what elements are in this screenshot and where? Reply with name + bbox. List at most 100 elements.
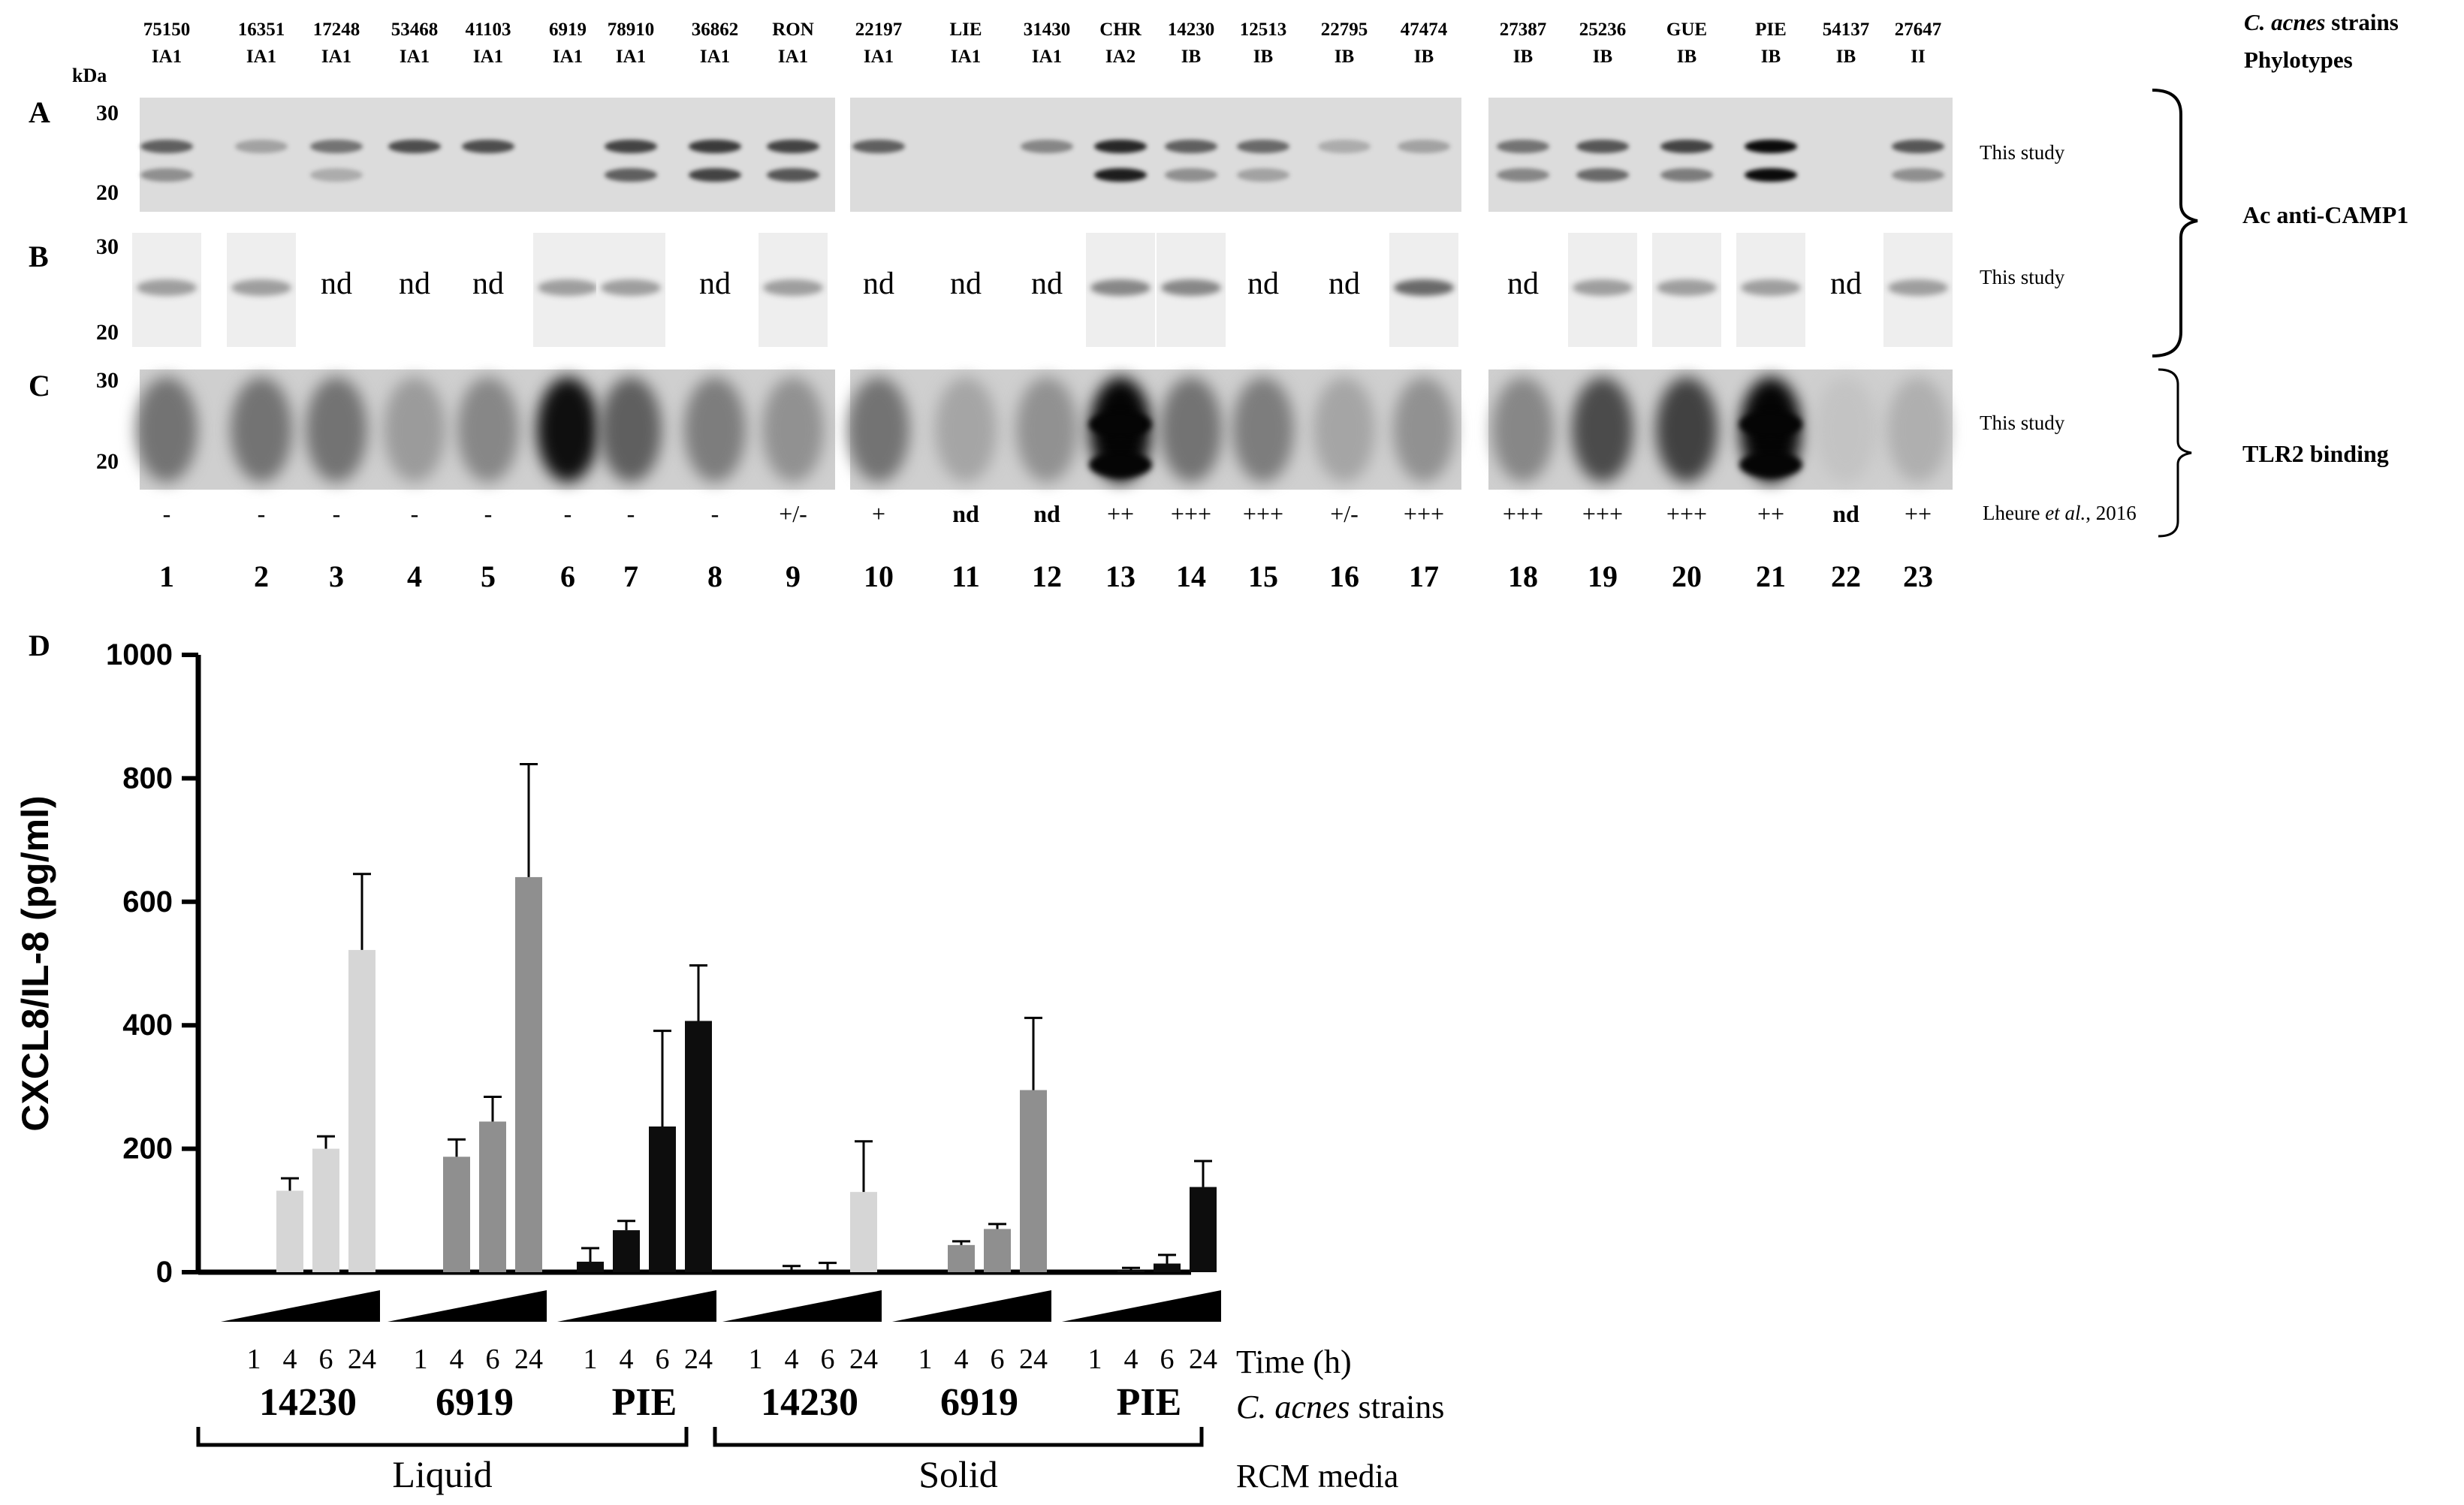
tlr2-score: nd [1033, 500, 1060, 527]
protein-band [689, 168, 741, 182]
bar [515, 876, 542, 1272]
protein-band [1161, 279, 1221, 296]
tlr2-score: +++ [1403, 500, 1445, 527]
bar [348, 949, 375, 1272]
protein-band [310, 168, 363, 182]
time-tick-label: 6 [1160, 1344, 1175, 1375]
tlr2-score: +/- [1330, 500, 1359, 527]
blot-segment [140, 98, 835, 212]
tlr2-score: +++ [1170, 500, 1212, 527]
lane-number: 19 [1588, 559, 1618, 593]
protein-band [457, 377, 519, 482]
strain-label: 14230 [1167, 20, 1215, 40]
tlr2-score: +/- [779, 500, 807, 527]
phylotypes-header: Phylotypes [2244, 47, 2353, 73]
phylotype-label: IB [1334, 47, 1355, 67]
phylotype-label: IB [1760, 47, 1781, 67]
strain-label: 16351 [237, 20, 285, 40]
citation: Lheure et al., 2016 [1983, 502, 2137, 524]
blot-strip [1736, 233, 1805, 347]
protein-band [689, 140, 741, 153]
protein-band [1313, 377, 1375, 482]
strain-label: 27647 [1894, 20, 1942, 40]
tlr2-score: - [162, 500, 171, 527]
protein-band [384, 377, 445, 482]
blot-strip [132, 233, 201, 347]
phylotype-label: IB [1592, 47, 1613, 67]
blot-strip [227, 233, 296, 347]
lane-number: 18 [1508, 559, 1538, 593]
time-tick-label: 24 [1189, 1344, 1217, 1375]
mw-30-b: 30 [96, 234, 119, 259]
panel-b-nd: nd [1031, 267, 1063, 301]
phylotype-label: IA1 [615, 47, 647, 67]
strains-header: C. acnes strains [2244, 9, 2399, 35]
media-axis-label: RCM media [1236, 1458, 1398, 1494]
blot-strip [1568, 233, 1637, 347]
lane-number: 2 [254, 559, 269, 593]
blot-strip [1389, 233, 1458, 347]
strain-label: GUE [1666, 20, 1708, 40]
strain-label: 22197 [855, 20, 903, 40]
strain-label: 31430 [1023, 20, 1071, 40]
time-wedge [557, 1290, 716, 1322]
protein-band [462, 140, 514, 153]
protein-band [1888, 279, 1948, 296]
bar [312, 1148, 339, 1272]
time-wedge [221, 1290, 380, 1322]
protein-band [852, 140, 905, 153]
strain-label: 75150 [143, 20, 191, 40]
time-tick-label: 24 [684, 1344, 713, 1375]
phylotype-label: IA1 [1031, 47, 1063, 67]
y-tick-label: 1000 [106, 638, 173, 671]
protein-band [140, 140, 193, 153]
protein-band [605, 168, 657, 182]
blot-strip [596, 233, 665, 347]
tlr2-score: - [563, 500, 572, 527]
medium-bracket [713, 1427, 1204, 1447]
time-tick-label: 1 [749, 1344, 763, 1375]
protein-band [1237, 168, 1289, 182]
phylotype-label: IA1 [246, 47, 277, 67]
lane-number: 9 [786, 559, 801, 593]
time-tick-label: 24 [849, 1344, 878, 1375]
strain-label: 12513 [1239, 20, 1287, 40]
time-wedge [1062, 1290, 1221, 1322]
tlr2-score: ++ [1106, 500, 1135, 527]
protein-band [605, 140, 657, 153]
phylotype-label: IB [1676, 47, 1697, 67]
bar [1154, 1263, 1181, 1272]
group-strain-label: 14230 [761, 1381, 858, 1424]
lane-number: 12 [1032, 559, 1062, 593]
tlr2-bracket [2158, 368, 2192, 538]
strain-label: RON [772, 20, 814, 40]
time-tick-label: 24 [1019, 1344, 1048, 1375]
lane-number: 6 [560, 559, 575, 593]
protein-band [1497, 168, 1549, 182]
bar [613, 1230, 640, 1272]
strain-label: PIE [1755, 20, 1787, 40]
phylotype-label: IB [1181, 47, 1202, 67]
group-strain-label: 6919 [436, 1381, 514, 1424]
phylotype-label: IA1 [151, 47, 182, 67]
protein-band [137, 279, 197, 296]
time-tick-label: 4 [283, 1344, 297, 1375]
phylotype-label: IA1 [950, 47, 982, 67]
mw-20-a: 20 [96, 180, 119, 205]
tlr2-score: - [710, 500, 719, 527]
time-tick-label: 1 [584, 1344, 598, 1375]
blot-strip [1086, 233, 1155, 347]
panel-b-nd: nd [321, 267, 352, 301]
phylotype-label: IA1 [399, 47, 430, 67]
bar [948, 1244, 975, 1272]
tlr2-label: TLR2 binding [2242, 440, 2389, 467]
time-tick-label: 4 [1124, 1344, 1139, 1375]
y-tick-label: 200 [122, 1133, 173, 1166]
lane-number: 3 [329, 559, 344, 593]
y-tick-label: 400 [122, 1009, 173, 1042]
camp1-label: Ac anti-CAMP1 [2242, 201, 2409, 228]
kda-label: kDa [72, 65, 107, 86]
bar [443, 1157, 470, 1272]
tlr2-score: - [626, 500, 635, 527]
time-wedge [722, 1290, 882, 1322]
